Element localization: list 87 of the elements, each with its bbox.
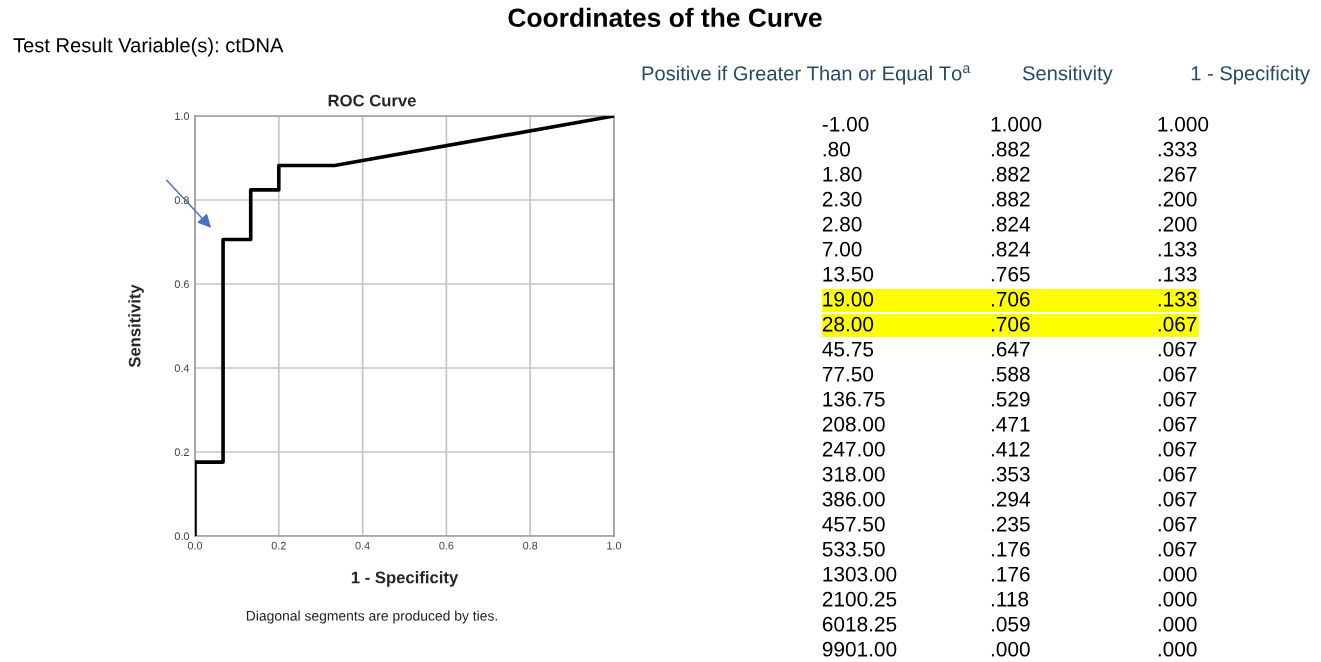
text: 1 - Specificity [1191,65,1310,85]
y-tick-label: 1.0 [175,112,190,121]
data-label: .000 [991,641,1030,657]
data-label: .706 [991,316,1030,332]
data-label: 1.000 [1158,116,1209,132]
text: Coordinates of the Curve [508,7,822,28]
data-label: .067 [1158,366,1197,382]
data-label: .059 [991,616,1030,632]
data-label: .000 [1158,566,1197,582]
text: Sensitivity [1022,65,1113,85]
x-tick-label: 0.8 [523,541,538,550]
x-tick-label: 0.2 [271,541,286,550]
data-label: 1.000 [991,116,1042,132]
category-label: 318.00 [822,466,885,482]
data-label: .176 [991,541,1030,557]
data-label: .765 [991,266,1030,282]
data-label: .000 [1158,591,1197,607]
category-label: 2.30 [822,191,862,207]
data-label: .067 [1158,391,1197,407]
category-label: 9901.00 [822,641,897,657]
category-label: 19.00 [823,291,874,307]
category-label: 6018.25 [822,616,897,632]
category-label: 7.00 [822,241,862,257]
data-label: .706 [991,291,1030,307]
y-axis-title: Sensitivity [128,284,144,368]
data-label: .235 [991,516,1030,532]
category-label: 136.75 [823,391,885,407]
data-label: .067 [1158,541,1197,557]
data-label: .067 [1158,316,1197,332]
x-tick-label: 0.4 [355,541,370,550]
data-label: .529 [991,391,1030,407]
y-tick-label: 0.4 [174,364,190,373]
data-label: .824 [991,216,1030,232]
data-label: .067 [1158,416,1197,432]
data-label: .412 [991,441,1030,457]
line-series [195,116,614,536]
data-label: .882 [991,141,1030,157]
data-label: .133 [1158,291,1197,307]
chart-title: ROC Curve [328,94,416,107]
data-label: .176 [991,566,1030,582]
category-label: 1.80 [823,166,862,182]
x-axis-title: 1 - Specificity [351,571,459,587]
data-label: .067 [1158,491,1197,507]
category-label: .80 [823,141,850,157]
category-label: 45.75 [822,342,874,357]
data-label: .067 [1158,516,1197,532]
data-label: .067 [1158,441,1197,457]
data-label: .118 [991,591,1029,607]
data-label: .294 [991,491,1030,507]
category-label: 208.00 [822,416,885,432]
data-label: .200 [1158,216,1197,232]
data-label: .267 [1158,166,1197,182]
data-label: .133 [1158,241,1197,257]
data-label: .133 [1158,266,1197,282]
text: Test Result Variable(s): ctDNA [13,37,284,57]
data-label: .067 [1158,466,1197,482]
data-label: .333 [1158,141,1197,157]
category-label: 13.50 [823,266,874,282]
y-tick-label: 0.2 [174,448,189,457]
category-label: -1.00 [822,116,869,132]
data-label: .353 [991,466,1030,482]
x-tick-label: 0.0 [187,541,203,550]
data-label: .588 [991,366,1030,382]
category-label: 533.50 [822,541,885,557]
y-tick-label: 0.6 [174,280,189,289]
category-label: 77.50 [822,366,874,382]
category-label: 2100.25 [822,591,897,607]
x-tick-label: 0.6 [439,541,454,550]
category-label: 457.50 [822,516,885,532]
data-label: .824 [991,241,1030,257]
data-label: .471 [991,417,1030,432]
category-label: 2.80 [822,216,862,232]
category-label: 386.00 [822,491,885,507]
y-tick-label: 0.0 [174,532,190,541]
x-tick-label: 1.0 [607,541,622,550]
data-label: .882 [991,166,1030,182]
category-label: 247.00 [822,441,885,457]
text: Diagonal segments are produced by ties. [246,610,497,624]
data-label: .000 [1158,616,1197,632]
text: Positive if Greater Than or Equal To$^{a}$ [642,65,971,85]
category-label: 28.00 [822,316,874,332]
category-label: 1303.00 [823,566,897,582]
data-label: .647 [991,341,1030,357]
data-label: .882 [991,191,1030,207]
data-label: .200 [1158,191,1197,207]
data-label: .067 [1158,341,1197,357]
data-label: .000 [1158,641,1197,657]
